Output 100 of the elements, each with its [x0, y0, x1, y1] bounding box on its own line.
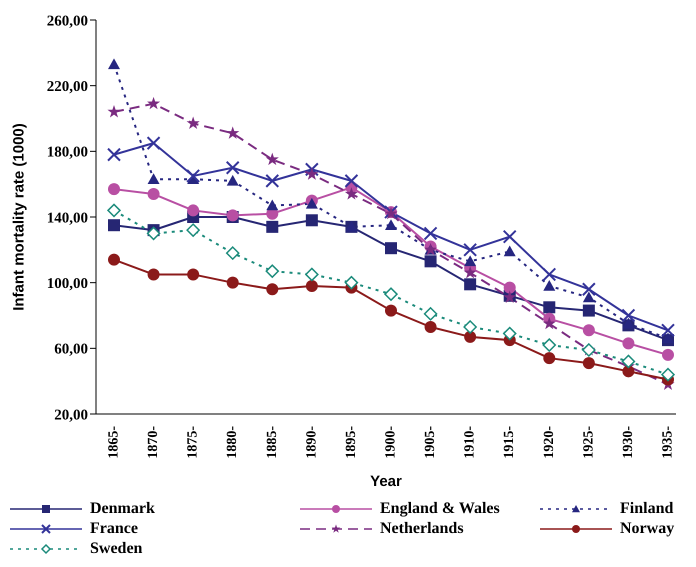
- point: [661, 323, 675, 338]
- point: [385, 304, 397, 317]
- point: [108, 183, 120, 196]
- point: [108, 219, 120, 232]
- x-tick-label: 1910-: [462, 426, 478, 459]
- point: [543, 352, 556, 364]
- x-tick-label: 1875-: [186, 426, 201, 459]
- point: [622, 365, 634, 378]
- point: [108, 254, 120, 266]
- point: [147, 96, 160, 110]
- point: [385, 219, 397, 230]
- point: [424, 307, 438, 321]
- point: [464, 278, 476, 290]
- point: [502, 326, 516, 340]
- point: [542, 267, 556, 282]
- y-tick-label: 180,00: [46, 144, 88, 161]
- point: [266, 283, 278, 296]
- y-tick-label: 60,00: [54, 342, 88, 358]
- point: [187, 204, 200, 216]
- point: [107, 105, 121, 118]
- point: [464, 266, 477, 278]
- point: [266, 264, 280, 278]
- legend-label: England & Wales: [380, 500, 500, 518]
- point: [107, 148, 121, 162]
- point: [146, 136, 161, 150]
- point: [385, 242, 397, 254]
- point: [305, 167, 318, 180]
- point: [463, 320, 477, 334]
- point: [582, 291, 595, 302]
- point: [148, 268, 160, 280]
- point: [148, 173, 160, 184]
- point: [306, 198, 318, 209]
- point: [424, 320, 437, 333]
- point: [108, 58, 120, 70]
- point: [384, 287, 398, 301]
- point: [344, 276, 358, 290]
- point: [305, 268, 319, 282]
- y-tick-label: 20,00: [54, 407, 88, 424]
- point: [463, 242, 478, 257]
- legend-label: Sweden: [90, 540, 142, 558]
- point: [542, 338, 556, 352]
- x-tick-label: 1935-: [660, 426, 676, 459]
- x-tick-label: 1870-: [146, 426, 162, 459]
- point: [187, 268, 200, 280]
- point: [344, 174, 358, 188]
- point: [424, 226, 438, 240]
- point: [186, 223, 200, 237]
- x-tick-label: 1900-: [384, 426, 398, 459]
- point: [622, 318, 634, 329]
- point: [266, 152, 279, 166]
- point: [266, 200, 278, 210]
- point: [306, 214, 318, 226]
- point: [304, 162, 319, 176]
- point: [107, 204, 121, 218]
- point: [226, 160, 240, 175]
- point: [582, 282, 596, 296]
- x-tick-label: 1895-: [344, 426, 359, 459]
- point: [464, 330, 476, 343]
- x-tick-label: 1905-: [423, 426, 438, 459]
- y-tick-label: 220,00: [46, 78, 88, 95]
- x-tick-label: 1930-: [620, 426, 636, 459]
- point: [543, 280, 556, 291]
- point: [621, 308, 636, 322]
- point: [661, 368, 675, 382]
- point: [226, 276, 239, 289]
- x-tick-label: 1885-: [264, 426, 280, 459]
- point: [504, 282, 516, 294]
- y-tick-label: 100,00: [46, 276, 88, 292]
- point: [146, 226, 160, 240]
- legend-label: Netherlands: [380, 520, 464, 538]
- legend-label: Finland: [620, 500, 674, 518]
- point: [186, 116, 200, 130]
- y-tick-label: 260,00: [46, 13, 88, 30]
- y-tick-label: 140,00: [46, 210, 88, 226]
- point: [306, 280, 318, 292]
- point: [265, 174, 280, 188]
- y-axis-title: Infant mortality rate (1000): [10, 123, 28, 311]
- x-tick-label: 1865-: [106, 426, 122, 459]
- point: [226, 246, 240, 260]
- x-tick-label: 1890-: [304, 426, 320, 459]
- legend-label: France: [90, 520, 138, 538]
- point: [582, 304, 595, 317]
- point: [502, 230, 517, 244]
- point: [622, 354, 636, 368]
- x-tick-label: 1925-: [581, 426, 596, 459]
- legend-label: Denmark: [90, 500, 155, 518]
- point: [226, 174, 239, 186]
- point: [622, 337, 634, 350]
- point: [662, 332, 674, 344]
- point: [662, 348, 674, 361]
- point: [582, 357, 595, 370]
- x-tick-label: 1880-: [225, 426, 240, 459]
- x-tick-label: 1920-: [542, 426, 557, 459]
- point: [424, 255, 437, 268]
- x-tick-label: 1915-: [502, 426, 518, 459]
- point: [186, 168, 200, 183]
- point: [542, 316, 556, 330]
- point: [543, 301, 556, 314]
- point: [582, 324, 595, 336]
- legend-label: Norway: [620, 520, 674, 538]
